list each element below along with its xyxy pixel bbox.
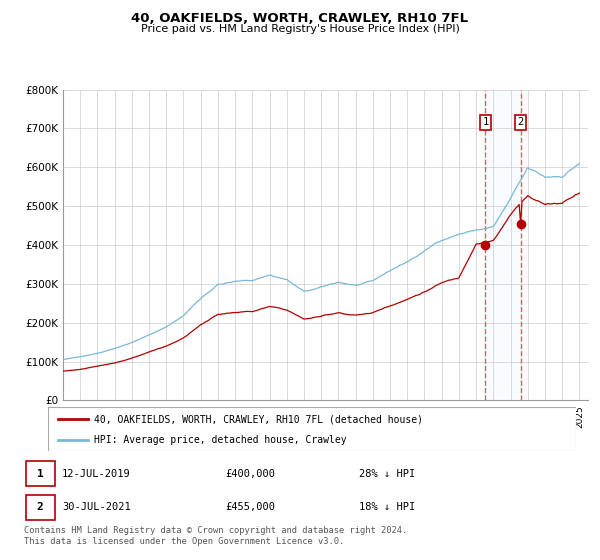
Text: 12-JUL-2019: 12-JUL-2019 [62, 469, 131, 479]
Text: Contains HM Land Registry data © Crown copyright and database right 2024.
This d: Contains HM Land Registry data © Crown c… [24, 526, 407, 546]
Text: 18% ↓ HPI: 18% ↓ HPI [359, 502, 415, 512]
Text: £400,000: £400,000 [225, 469, 275, 479]
Text: HPI: Average price, detached house, Crawley: HPI: Average price, detached house, Craw… [94, 435, 347, 445]
Text: 1: 1 [37, 469, 44, 479]
Text: 28% ↓ HPI: 28% ↓ HPI [359, 469, 415, 479]
Text: 2: 2 [517, 117, 524, 127]
Text: 2: 2 [37, 502, 44, 512]
Text: 1: 1 [482, 117, 488, 127]
Text: £455,000: £455,000 [225, 502, 275, 512]
Text: 30-JUL-2021: 30-JUL-2021 [62, 502, 131, 512]
Bar [26, 495, 55, 520]
Bar [26, 461, 55, 486]
Text: 40, OAKFIELDS, WORTH, CRAWLEY, RH10 7FL: 40, OAKFIELDS, WORTH, CRAWLEY, RH10 7FL [131, 12, 469, 25]
Bar [485, 90, 521, 400]
Text: 40, OAKFIELDS, WORTH, CRAWLEY, RH10 7FL (detached house): 40, OAKFIELDS, WORTH, CRAWLEY, RH10 7FL … [94, 414, 424, 424]
Text: Price paid vs. HM Land Registry's House Price Index (HPI): Price paid vs. HM Land Registry's House … [140, 24, 460, 34]
